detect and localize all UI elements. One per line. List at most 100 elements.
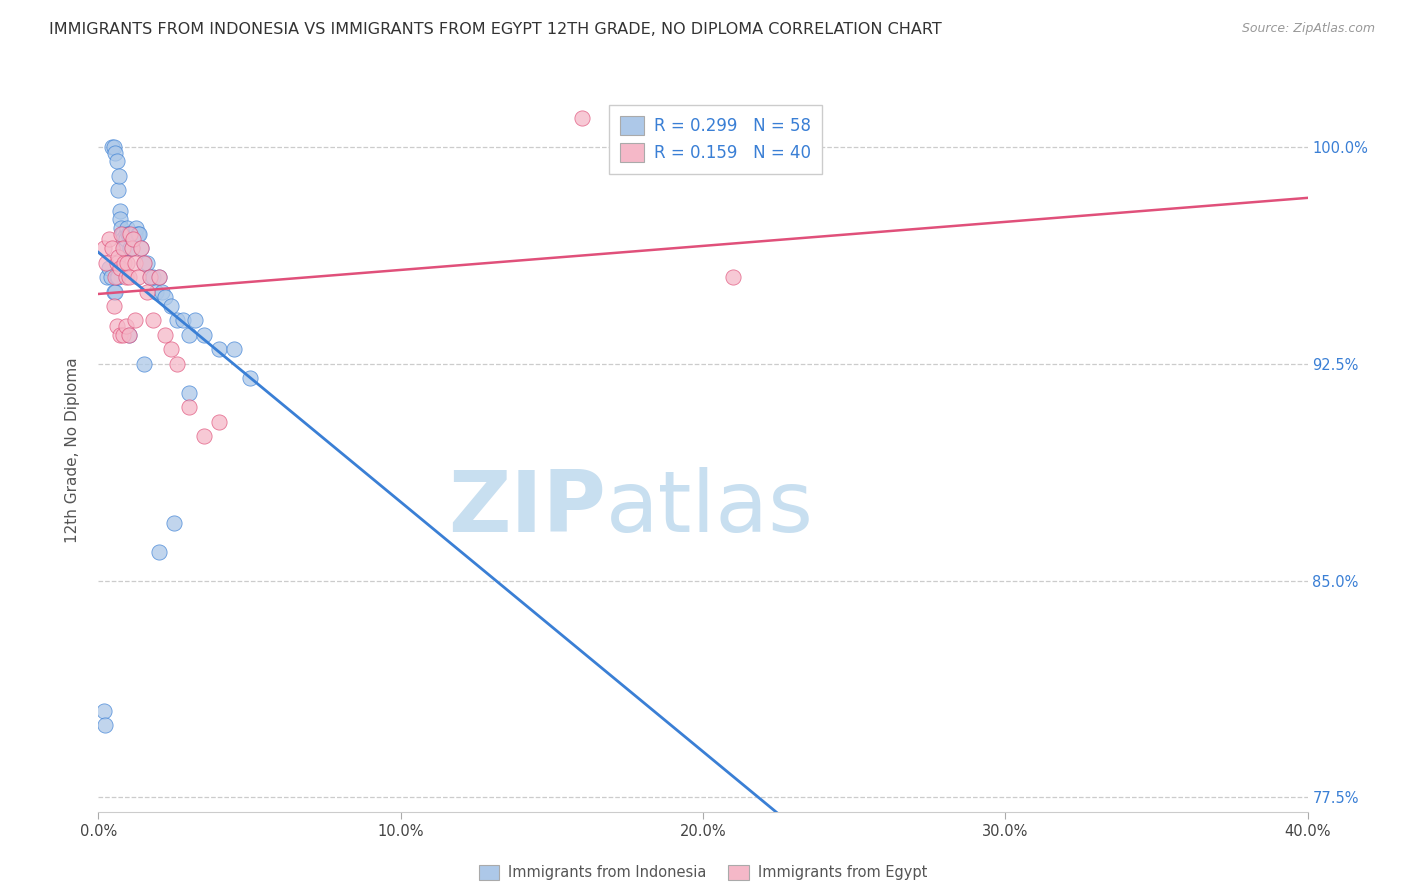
Point: [98, 232, 121, 246]
Point: [105, 255, 128, 269]
Point: [135, 255, 157, 269]
Text: IMMIGRANTS FROM INDONESIA VS IMMIGRANTS FROM EGYPT 12TH GRADE, NO DIPLOMA CORREL: IMMIGRANTS FROM INDONESIA VS IMMIGRANTS …: [49, 22, 942, 37]
Point: [121, 241, 143, 255]
Point: [112, 255, 135, 269]
Point: [93, 704, 115, 718]
Point: [224, 343, 246, 357]
Point: [121, 241, 143, 255]
Point: [122, 232, 145, 246]
Point: [239, 371, 262, 385]
Point: [118, 327, 141, 342]
Point: [107, 250, 129, 264]
Point: [571, 111, 593, 125]
Point: [132, 255, 155, 269]
Point: [118, 270, 141, 285]
Point: [115, 255, 138, 269]
Point: [111, 227, 134, 241]
Point: [179, 400, 201, 414]
Point: [94, 255, 117, 269]
Point: [124, 227, 146, 241]
Point: [127, 270, 149, 285]
Point: [148, 544, 170, 558]
Point: [100, 270, 122, 285]
Point: [108, 261, 131, 276]
Point: [93, 241, 115, 255]
Point: [114, 227, 136, 241]
Point: [148, 270, 170, 285]
Point: [135, 285, 157, 299]
Point: [124, 255, 146, 269]
Point: [98, 261, 121, 276]
Point: [105, 270, 128, 285]
Point: [193, 429, 215, 443]
Point: [723, 270, 745, 285]
Point: [117, 227, 139, 241]
Point: [110, 221, 132, 235]
Point: [111, 241, 134, 255]
Point: [163, 516, 186, 530]
Point: [184, 313, 207, 327]
Point: [127, 227, 149, 241]
Point: [104, 285, 127, 299]
Point: [103, 140, 125, 154]
Point: [101, 241, 124, 255]
Point: [103, 299, 125, 313]
Y-axis label: 12th Grade, No Diploma: 12th Grade, No Diploma: [65, 358, 80, 543]
Point: [114, 270, 136, 285]
Point: [104, 270, 127, 285]
Point: [179, 327, 201, 342]
Point: [118, 327, 141, 342]
Point: [114, 319, 136, 334]
Point: [110, 227, 132, 241]
Point: [125, 221, 148, 235]
Point: [193, 327, 215, 342]
Point: [115, 221, 138, 235]
Point: [114, 241, 136, 255]
Point: [101, 140, 124, 154]
Point: [160, 343, 183, 357]
Point: [142, 313, 165, 327]
Legend: Immigrants from Indonesia, Immigrants from Egypt: Immigrants from Indonesia, Immigrants fr…: [474, 859, 932, 886]
Point: [105, 154, 128, 169]
Point: [120, 227, 142, 241]
Point: [208, 415, 231, 429]
Point: [108, 327, 131, 342]
Point: [108, 203, 131, 218]
Point: [145, 285, 167, 299]
Point: [150, 285, 173, 299]
Text: ZIP: ZIP: [449, 467, 606, 549]
Point: [129, 241, 152, 255]
Point: [120, 241, 142, 255]
Point: [107, 183, 129, 197]
Point: [118, 227, 141, 241]
Point: [112, 232, 135, 246]
Point: [129, 241, 152, 255]
Point: [179, 385, 201, 400]
Point: [122, 232, 145, 246]
Text: atlas: atlas: [606, 467, 814, 549]
Point: [153, 327, 176, 342]
Point: [139, 270, 162, 285]
Point: [142, 270, 165, 285]
Point: [128, 227, 150, 241]
Point: [104, 145, 127, 160]
Point: [132, 255, 155, 269]
Point: [105, 319, 128, 334]
Text: Source: ZipAtlas.com: Source: ZipAtlas.com: [1241, 22, 1375, 36]
Point: [107, 270, 129, 285]
Point: [103, 285, 125, 299]
Point: [132, 357, 155, 371]
Point: [166, 357, 188, 371]
Point: [124, 313, 146, 327]
Point: [160, 299, 183, 313]
Point: [96, 270, 118, 285]
Point: [148, 270, 170, 285]
Point: [153, 290, 176, 304]
Point: [111, 327, 134, 342]
Point: [139, 270, 162, 285]
Point: [208, 343, 231, 357]
Point: [94, 718, 117, 732]
Point: [112, 241, 135, 255]
Point: [166, 313, 188, 327]
Point: [172, 313, 194, 327]
